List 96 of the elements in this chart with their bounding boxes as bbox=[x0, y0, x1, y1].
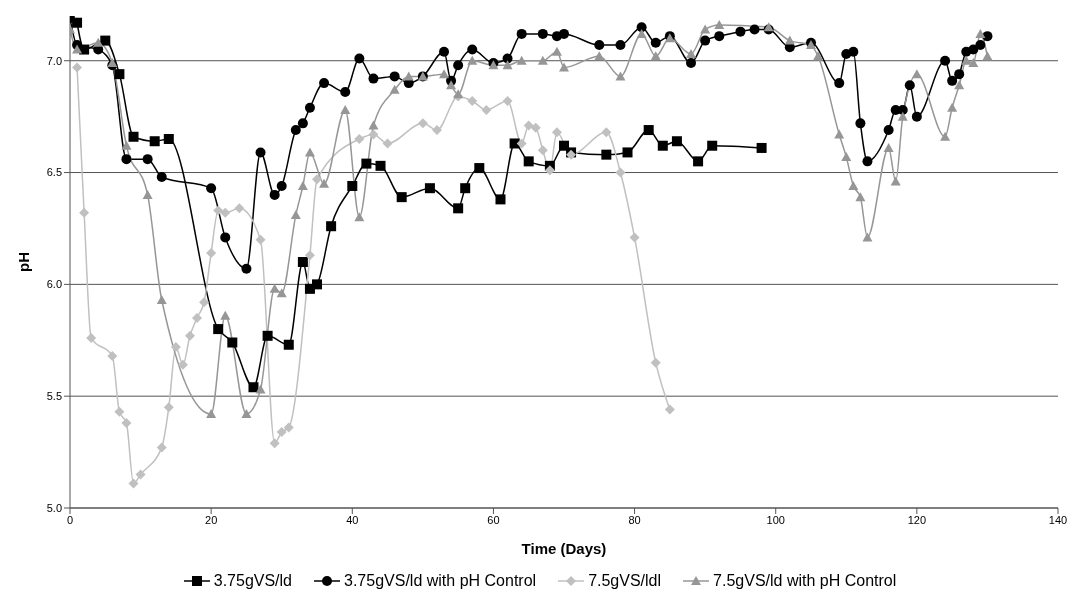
point bbox=[114, 406, 125, 417]
x-tick-label: 0 bbox=[66, 513, 74, 526]
point bbox=[262, 330, 273, 341]
x-tick-label: 120 bbox=[907, 513, 927, 526]
point bbox=[396, 192, 407, 203]
legend-label: 3.75gVS/ld with pH Control bbox=[344, 572, 537, 590]
y-tick-label: 5.5 bbox=[46, 390, 62, 403]
point bbox=[474, 163, 485, 174]
point bbox=[354, 134, 365, 144]
point bbox=[248, 382, 259, 393]
point bbox=[622, 147, 633, 158]
point bbox=[431, 125, 442, 136]
point bbox=[523, 156, 534, 167]
x-tick-label: 40 bbox=[346, 513, 359, 526]
point bbox=[213, 205, 224, 216]
point bbox=[192, 312, 203, 323]
point bbox=[664, 404, 675, 415]
point bbox=[657, 140, 668, 151]
point bbox=[502, 95, 513, 106]
point bbox=[121, 418, 132, 429]
point bbox=[417, 118, 428, 129]
point bbox=[537, 145, 548, 156]
point bbox=[199, 297, 210, 308]
point bbox=[114, 69, 125, 80]
point bbox=[375, 160, 386, 171]
point bbox=[707, 140, 718, 151]
x-axis-title: Time (Days) bbox=[521, 540, 607, 557]
point bbox=[382, 138, 393, 149]
point bbox=[523, 120, 534, 131]
point bbox=[283, 339, 294, 350]
x-tick-label: 140 bbox=[1048, 513, 1068, 526]
point bbox=[693, 156, 704, 167]
point bbox=[213, 324, 224, 335]
point bbox=[135, 469, 146, 480]
point bbox=[756, 142, 767, 153]
point bbox=[107, 350, 118, 361]
point bbox=[643, 125, 654, 136]
point bbox=[424, 183, 435, 194]
point bbox=[629, 232, 640, 243]
point bbox=[234, 203, 245, 214]
point bbox=[100, 35, 111, 46]
x-tick-label: 100 bbox=[766, 513, 785, 526]
legend-label: 7.5gVS/ldl bbox=[588, 572, 662, 590]
point bbox=[467, 95, 478, 106]
point bbox=[509, 138, 520, 149]
x-tick-label: 20 bbox=[205, 513, 218, 526]
point bbox=[615, 167, 626, 178]
point bbox=[149, 136, 160, 147]
point bbox=[516, 138, 527, 149]
point bbox=[72, 62, 83, 73]
point bbox=[304, 250, 315, 261]
y-tick-label: 6.5 bbox=[46, 166, 62, 179]
point bbox=[269, 438, 280, 449]
point bbox=[544, 165, 555, 176]
point bbox=[128, 478, 139, 489]
legend-label: 3.75gVS/ld bbox=[213, 572, 293, 590]
point bbox=[170, 341, 181, 352]
point bbox=[650, 357, 661, 368]
point bbox=[312, 279, 322, 290]
x-tick-label: 60 bbox=[487, 513, 500, 526]
point bbox=[283, 422, 294, 433]
legend-label: 7.5gVS/ld with pH Control bbox=[713, 572, 897, 590]
point bbox=[481, 104, 492, 115]
point bbox=[453, 203, 464, 214]
point bbox=[156, 442, 167, 453]
point bbox=[297, 257, 308, 267]
point bbox=[495, 194, 506, 205]
point bbox=[128, 131, 139, 142]
point bbox=[368, 129, 379, 140]
point bbox=[79, 207, 90, 218]
point bbox=[601, 149, 612, 160]
point bbox=[220, 207, 231, 218]
y-tick-label: 6.0 bbox=[46, 278, 62, 291]
point bbox=[177, 359, 188, 370]
point bbox=[163, 402, 174, 413]
point bbox=[227, 337, 238, 348]
point bbox=[347, 180, 358, 191]
point bbox=[530, 122, 541, 133]
point bbox=[72, 17, 83, 28]
point bbox=[326, 221, 337, 232]
point bbox=[255, 234, 266, 245]
point bbox=[460, 183, 471, 194]
y-tick-label: 5.0 bbox=[46, 501, 62, 514]
point bbox=[163, 134, 174, 144]
point bbox=[361, 158, 372, 169]
point bbox=[671, 136, 682, 147]
point bbox=[184, 330, 195, 341]
point bbox=[312, 174, 322, 185]
point bbox=[601, 127, 612, 138]
y-axis-title: pH bbox=[15, 252, 33, 272]
point bbox=[551, 127, 562, 138]
point bbox=[206, 248, 217, 259]
y-tick-label: 7.0 bbox=[46, 54, 62, 67]
point bbox=[86, 333, 97, 344]
x-tick-label: 80 bbox=[628, 513, 641, 526]
point bbox=[276, 426, 287, 437]
